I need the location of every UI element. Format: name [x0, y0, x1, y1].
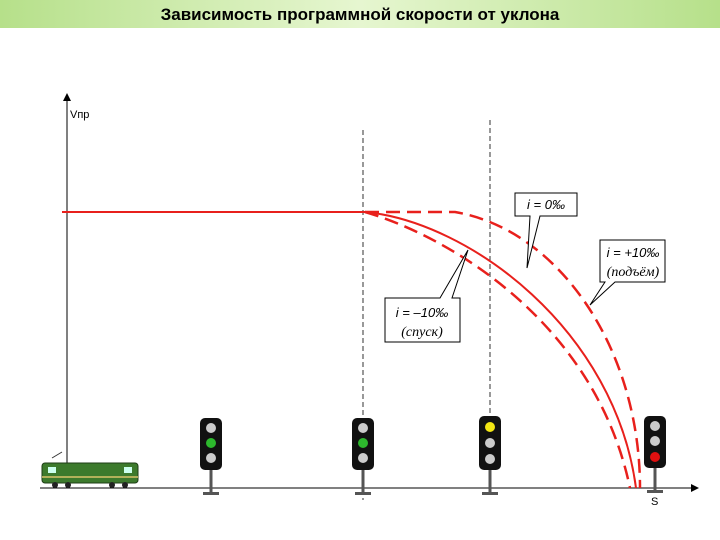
curve-upgrade: [365, 210, 642, 489]
callout-box: [384, 249, 469, 343]
y-axis-label: Vпр: [70, 109, 89, 121]
signal: [200, 418, 222, 495]
curve-downgrade: [364, 210, 632, 489]
callout-note: (подъём): [607, 265, 660, 280]
callout-box: [589, 239, 666, 306]
callout-label: i = 0‰: [527, 197, 565, 212]
callout-note: (спуск): [401, 325, 443, 340]
title: Зависимость программной скорости от укло…: [161, 5, 560, 24]
title-bar: [0, 0, 720, 28]
signal: [479, 416, 501, 495]
signal: [352, 418, 374, 495]
callout-label: i = +10‰: [607, 245, 660, 260]
x-axis-label: S: [651, 496, 658, 508]
curve-level: [364, 211, 637, 489]
locomotive: [41, 451, 139, 488]
callout-label: i = –10‰: [396, 305, 448, 320]
callout-box: [514, 192, 578, 269]
signal: [644, 416, 666, 493]
